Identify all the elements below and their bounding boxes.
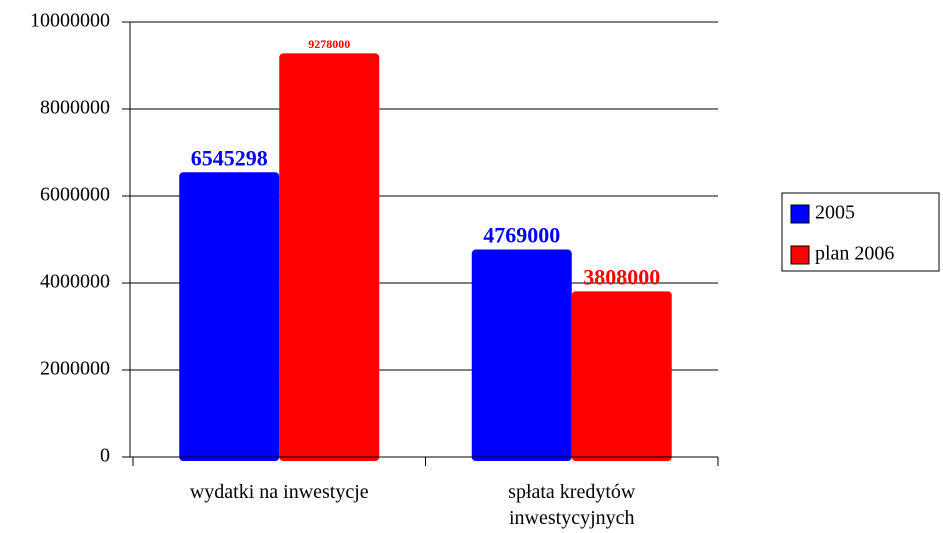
legend-label: plan 2006 <box>815 243 894 265</box>
y-tick-label: 6000000 <box>40 184 110 206</box>
y-tick-label: 8000000 <box>40 97 110 119</box>
value-label: 9278000 <box>308 37 350 51</box>
x-tick-label: spłata kredytów inwestycyjnych <box>508 481 636 529</box>
y-tick-label: 4000000 <box>40 271 110 293</box>
bar <box>471 249 572 461</box>
y-tick-label: 2000000 <box>40 358 110 380</box>
y-tick-label: 0 <box>100 445 110 467</box>
bar <box>571 291 672 461</box>
value-label: 3808000 <box>583 264 660 289</box>
value-label: 6545298 <box>191 145 268 170</box>
bar <box>179 172 280 461</box>
legend-swatch <box>790 204 810 224</box>
value-label: 4769000 <box>483 223 560 248</box>
legend-swatch <box>790 245 810 265</box>
x-tick-label: wydatki na inwestycje <box>189 481 369 503</box>
legend-label: 2005 <box>815 202 855 224</box>
y-tick-label: 10000000 <box>30 10 110 32</box>
bar <box>279 53 380 461</box>
